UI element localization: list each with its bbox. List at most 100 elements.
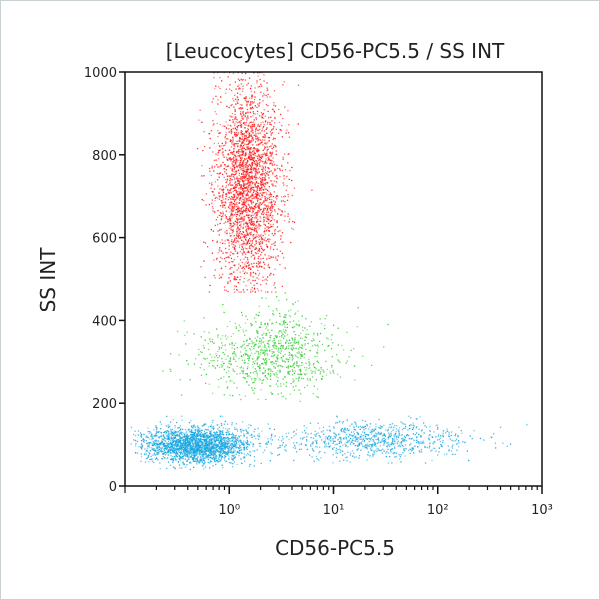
data-point xyxy=(229,449,231,451)
data-point xyxy=(220,200,222,202)
data-point xyxy=(182,442,184,445)
data-point xyxy=(289,169,291,172)
data-point xyxy=(192,431,194,433)
data-point xyxy=(226,165,229,167)
data-point xyxy=(235,279,237,281)
data-point xyxy=(261,266,263,268)
data-point xyxy=(271,108,274,110)
data-point xyxy=(241,246,243,248)
data-point xyxy=(237,193,239,195)
data-point xyxy=(247,190,249,193)
data-point xyxy=(154,445,157,447)
data-point xyxy=(247,82,249,85)
data-point xyxy=(259,354,261,356)
data-point xyxy=(245,182,247,185)
data-point xyxy=(255,168,257,171)
data-point xyxy=(185,439,187,441)
data-point xyxy=(273,351,275,353)
data-point xyxy=(286,334,289,336)
data-point xyxy=(253,377,256,380)
data-point xyxy=(163,449,165,451)
data-point xyxy=(259,345,261,347)
data-point xyxy=(240,462,243,464)
data-point xyxy=(186,435,188,437)
data-point xyxy=(186,433,189,435)
data-point xyxy=(238,221,241,223)
data-point xyxy=(212,98,214,100)
data-point xyxy=(235,121,237,123)
data-point xyxy=(257,290,260,292)
data-point xyxy=(163,450,165,452)
data-point xyxy=(242,167,244,169)
data-point xyxy=(200,449,202,451)
data-point xyxy=(240,217,242,219)
data-point xyxy=(193,452,195,454)
data-point xyxy=(224,144,226,146)
data-point xyxy=(254,371,256,373)
data-point xyxy=(255,135,257,138)
data-point xyxy=(251,163,254,165)
data-point xyxy=(257,346,260,349)
data-point xyxy=(209,437,212,439)
data-point xyxy=(306,384,309,387)
data-point xyxy=(221,361,223,363)
data-point xyxy=(177,461,179,464)
data-point xyxy=(219,188,221,190)
data-point xyxy=(236,166,238,168)
data-point xyxy=(265,172,268,175)
data-point xyxy=(232,138,234,140)
data-point xyxy=(243,448,245,450)
data-point xyxy=(240,221,242,223)
data-point xyxy=(216,164,218,166)
data-point xyxy=(147,445,149,448)
data-point xyxy=(280,214,282,216)
data-point xyxy=(250,177,252,179)
data-point xyxy=(265,153,267,155)
data-point xyxy=(272,256,275,258)
data-point xyxy=(245,166,247,168)
data-point xyxy=(194,429,196,431)
data-point xyxy=(182,451,184,453)
data-point xyxy=(189,448,191,450)
data-point xyxy=(266,82,268,84)
data-point xyxy=(250,433,253,436)
data-point xyxy=(269,238,271,241)
data-point xyxy=(235,218,238,220)
data-point xyxy=(309,349,311,352)
data-point xyxy=(166,452,168,454)
data-point xyxy=(262,178,264,181)
data-point xyxy=(252,195,254,197)
data-point xyxy=(230,198,232,200)
data-point xyxy=(199,351,202,353)
data-point xyxy=(154,448,156,451)
data-point xyxy=(226,446,228,448)
data-point xyxy=(225,247,227,250)
data-point xyxy=(248,267,250,269)
data-point xyxy=(200,434,203,437)
data-point xyxy=(232,98,234,100)
data-point xyxy=(226,386,229,388)
data-point xyxy=(262,234,264,237)
data-point xyxy=(296,352,298,354)
data-point xyxy=(198,447,200,449)
data-point xyxy=(195,358,197,360)
data-point xyxy=(251,162,253,164)
data-point xyxy=(177,453,179,455)
data-point xyxy=(196,458,198,460)
data-point xyxy=(175,459,177,461)
data-point xyxy=(219,241,221,244)
data-point xyxy=(235,355,237,357)
data-point xyxy=(244,242,246,244)
data-point xyxy=(241,163,243,165)
data-point xyxy=(244,222,247,224)
data-point xyxy=(250,252,253,254)
data-point xyxy=(236,96,238,98)
data-point xyxy=(237,227,239,229)
data-point xyxy=(287,153,289,155)
data-point xyxy=(235,206,237,208)
data-point xyxy=(244,154,247,157)
data-point xyxy=(245,350,247,352)
data-point xyxy=(165,440,167,442)
data-point xyxy=(278,132,280,134)
data-point xyxy=(309,379,311,381)
